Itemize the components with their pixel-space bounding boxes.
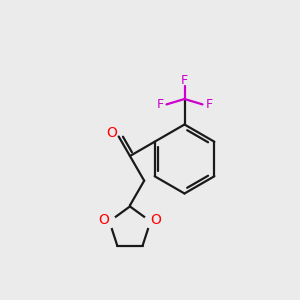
Text: F: F [156, 98, 164, 111]
Text: F: F [206, 98, 213, 111]
Text: O: O [99, 213, 110, 227]
Text: O: O [106, 126, 117, 140]
Text: O: O [150, 213, 161, 227]
Text: F: F [181, 74, 188, 87]
